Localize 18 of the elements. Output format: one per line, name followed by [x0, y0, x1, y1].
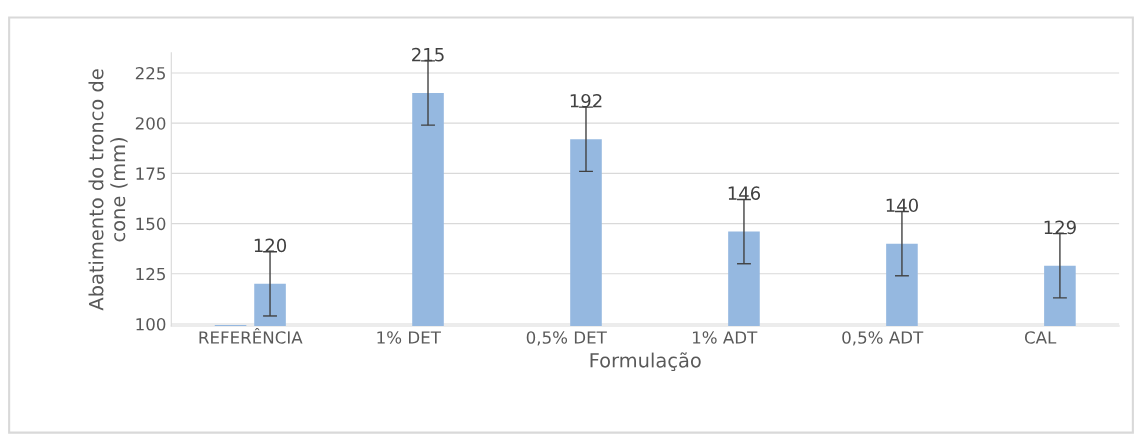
y-tick-label: 100: [136, 317, 166, 331]
x-tick-label: 1% ADT: [692, 331, 758, 344]
data-label: 146: [728, 186, 761, 200]
x-tick-label: 0,5% DET: [526, 331, 607, 346]
y-tick-label: 200: [135, 117, 166, 130]
x-tick-label: 0,5% ADT: [842, 331, 924, 346]
y-tick-label: 125: [136, 267, 165, 281]
data-label: 140: [886, 198, 918, 213]
x-tick-label: 1% DET: [377, 331, 441, 344]
y-tick-label: 225: [135, 66, 165, 80]
y-axis-title: Abatimento do tronco de cone (mm): [88, 69, 128, 311]
data-label: 192: [570, 93, 602, 108]
y-tick-label: 175: [136, 167, 165, 180]
x-axis-title: Formulação: [590, 352, 701, 372]
x-tick-label: CAL: [1024, 331, 1057, 344]
x-tick-label: REFERÊNCIA: [199, 328, 303, 344]
data-label: 215: [412, 47, 444, 62]
y-tick-label: 150: [136, 217, 166, 231]
